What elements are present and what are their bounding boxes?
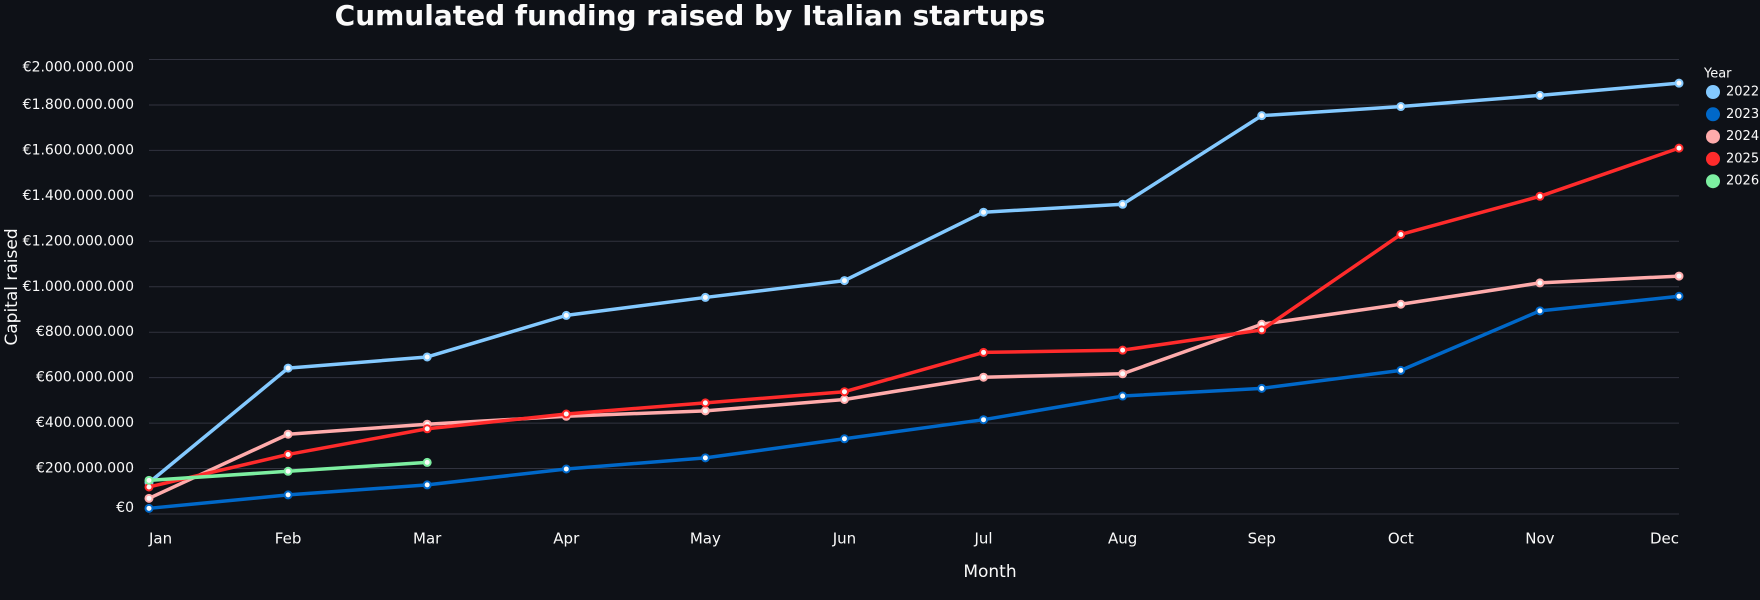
data-point xyxy=(1118,369,1128,379)
legend-marker xyxy=(1706,151,1720,166)
legend-label: 2026 xyxy=(1726,174,1759,189)
x-tick-label: Jan xyxy=(148,530,172,548)
y-tick-label: €400.000.000 xyxy=(36,415,134,431)
x-tick-label: Aug xyxy=(1108,530,1137,548)
data-point xyxy=(979,207,989,217)
data-point xyxy=(700,292,710,302)
data-point xyxy=(1674,291,1684,301)
y-axis-title: Capital raised xyxy=(2,228,22,345)
data-point xyxy=(1535,191,1545,201)
data-point xyxy=(283,429,293,439)
data-point xyxy=(422,457,432,467)
series-line xyxy=(147,81,1680,484)
data-point xyxy=(283,466,293,476)
legend-marker xyxy=(1706,174,1720,189)
data-point xyxy=(1396,299,1406,309)
series-line xyxy=(148,294,1680,511)
data-point xyxy=(839,276,849,286)
y-tick-label: €800.000.000 xyxy=(36,324,134,340)
x-tick-label: Apr xyxy=(553,530,580,548)
data-point xyxy=(144,475,154,485)
y-tick-label: €600.000.000 xyxy=(36,370,134,386)
data-point xyxy=(839,387,849,397)
data-point xyxy=(979,372,989,382)
x-tick-label: Nov xyxy=(1525,530,1554,548)
data-point xyxy=(561,409,571,419)
legend-marker xyxy=(1706,107,1720,122)
data-point xyxy=(839,394,849,404)
legend-title: Year xyxy=(1703,67,1732,82)
data-point xyxy=(1257,111,1267,121)
y-tick-label: €1.600.000.000 xyxy=(23,142,134,158)
data-point xyxy=(1396,229,1406,239)
data-point xyxy=(1118,391,1128,401)
data-point xyxy=(561,464,571,474)
data-point xyxy=(1118,345,1128,355)
legend-label: 2023 xyxy=(1726,107,1759,122)
data-point xyxy=(422,352,432,362)
data-point xyxy=(1396,102,1406,112)
y-tick-label: €1.800.000.000 xyxy=(23,97,134,113)
legend-label: 2025 xyxy=(1726,151,1759,166)
data-point xyxy=(1674,78,1684,88)
x-tick-label: Feb xyxy=(275,530,302,548)
y-tick-label: €1.200.000.000 xyxy=(23,233,134,249)
data-point xyxy=(1257,383,1267,393)
data-point xyxy=(1396,365,1406,375)
data-point xyxy=(144,493,154,503)
data-point xyxy=(700,453,710,463)
data-point xyxy=(1535,278,1545,288)
x-tick-label: May xyxy=(690,530,721,548)
x-axis-title: Month xyxy=(963,562,1016,582)
data-point xyxy=(1674,271,1684,281)
data-point xyxy=(561,310,571,320)
legend-marker xyxy=(1706,85,1720,99)
x-tick-label: Jul xyxy=(973,530,992,548)
x-tick-label: Mar xyxy=(413,530,442,548)
data-point xyxy=(1535,90,1545,100)
x-tick-label: Sep xyxy=(1248,530,1276,548)
data-point xyxy=(839,434,849,444)
data-point xyxy=(422,480,432,490)
x-tick-label: Jun xyxy=(832,530,856,548)
data-point xyxy=(283,490,293,500)
data-point xyxy=(979,415,989,425)
data-point xyxy=(144,503,154,513)
x-tick-label: Oct xyxy=(1388,530,1414,548)
data-point xyxy=(1535,306,1545,316)
data-point xyxy=(1674,143,1684,153)
series-line xyxy=(148,146,1680,489)
legend-marker xyxy=(1706,129,1720,144)
y-tick-label: €2.000.000.000 xyxy=(23,60,134,76)
data-point xyxy=(283,363,293,373)
y-tick-label: €200.000.000 xyxy=(36,461,134,477)
data-point xyxy=(700,398,710,408)
legend-label: 2024 xyxy=(1726,129,1759,144)
series-line xyxy=(148,274,1680,500)
y-tick-label: €0 xyxy=(116,500,134,516)
data-point xyxy=(700,406,710,416)
y-tick-label: €1.000.000.000 xyxy=(23,279,134,295)
data-point xyxy=(283,449,293,459)
legend-label: 2022 xyxy=(1726,85,1759,100)
data-point xyxy=(1118,199,1128,209)
x-tick-label: Dec xyxy=(1650,530,1679,548)
y-tick-label: €1.400.000.000 xyxy=(23,188,134,204)
data-point xyxy=(422,424,432,434)
chart-title: Cumulated funding raised by Italian star… xyxy=(335,0,1046,32)
data-point xyxy=(979,347,989,357)
data-point xyxy=(1257,325,1267,335)
